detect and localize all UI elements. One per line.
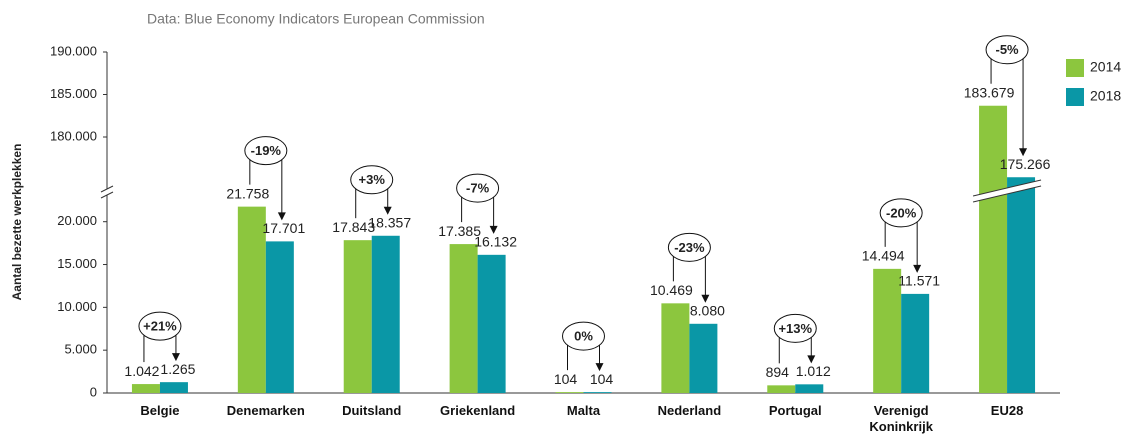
change-arrow: [383, 206, 392, 215]
change-label: -5%: [995, 42, 1019, 57]
change-bubble: [773, 313, 817, 343]
x-tick-label: Malta: [566, 403, 601, 418]
change-arrow: [171, 353, 180, 362]
value-label: 1.042: [124, 363, 159, 379]
y-tick-label: 10.000: [57, 299, 97, 314]
change-bubble: [562, 321, 605, 351]
bar: [343, 240, 372, 393]
value-label: 104: [554, 371, 578, 387]
change-bubble: [138, 311, 182, 341]
axis-break: [100, 191, 114, 199]
value-label: 8.080: [690, 302, 725, 318]
value-label: 894: [766, 364, 790, 380]
change-bubble: [350, 165, 394, 195]
change-label: 0%: [574, 329, 593, 344]
value-label: 14.494: [862, 248, 905, 264]
change-label: -7%: [466, 181, 490, 196]
value-label: 1.012: [796, 363, 831, 379]
y-tick-label: 0: [90, 384, 97, 399]
value-label: 17.385: [438, 223, 481, 239]
x-tick-label: Griekenland: [440, 403, 516, 418]
change-label: -19%: [251, 143, 282, 158]
change-bubble: [667, 232, 711, 262]
value-label: 21.758: [226, 185, 269, 201]
bar: [555, 392, 584, 393]
legend-swatch: [1066, 88, 1084, 106]
bar: [449, 244, 478, 393]
change-bubble: [985, 35, 1029, 65]
change-arrow: [1019, 148, 1028, 157]
bar: [767, 385, 796, 393]
x-tick-label: Nederland: [657, 403, 722, 418]
bar: [873, 268, 902, 393]
change-label: -23%: [674, 240, 705, 255]
bar: [237, 206, 266, 393]
value-label: 175.266: [1000, 156, 1051, 172]
value-label: 183.679: [964, 84, 1015, 100]
x-tick-label: Belgie: [140, 403, 180, 418]
change-bubble: [456, 173, 500, 203]
legend-swatch: [1066, 59, 1084, 77]
y-tick-label: 20.000: [57, 213, 97, 228]
bar-break: [973, 180, 1042, 202]
change-arrow: [595, 363, 604, 372]
bar: [901, 293, 930, 393]
bar: [159, 382, 188, 393]
value-label: 10.469: [650, 282, 693, 298]
bar: [583, 392, 612, 393]
value-label: 104: [590, 371, 614, 387]
bar: [477, 254, 506, 393]
bar: [979, 105, 1008, 393]
value-label: 16.132: [474, 234, 517, 250]
change-bubble: [879, 198, 923, 228]
y-tick-label: 15.000: [57, 256, 97, 271]
value-label: 18.357: [368, 214, 411, 230]
x-tick-label: Portugal: [768, 403, 822, 418]
bar: [1007, 177, 1036, 393]
bar: [371, 235, 400, 393]
x-tick-label: Verenigd Koninkrijk: [869, 403, 933, 434]
change-arrow: [277, 212, 286, 221]
value-label: 17.701: [262, 220, 305, 236]
change-label: +13%: [778, 321, 812, 336]
y-tick-label: 5.000: [64, 342, 97, 357]
bar: [689, 323, 718, 393]
x-tick-label: Duitsland: [342, 403, 402, 418]
change-arrow: [489, 225, 498, 234]
legend-label: 2018: [1090, 88, 1121, 104]
axis-break: [100, 185, 114, 193]
value-label: 17.843: [332, 219, 375, 235]
value-label: 1.265: [160, 361, 195, 377]
chart-subtitle: Data: Blue Economy Indicators European C…: [147, 11, 485, 27]
y-axis-label: Aantal bezette werkplekken: [10, 144, 24, 301]
legend-label: 2014: [1090, 59, 1121, 75]
bar: [661, 303, 690, 393]
y-tick-label: 190.000: [50, 43, 97, 58]
bar-break: [972, 179, 1042, 197]
axis-break-gap: [99, 189, 115, 195]
y-tick-label: 185.000: [50, 86, 97, 101]
change-arrow: [701, 294, 710, 303]
change-arrow: [913, 264, 922, 273]
x-tick-label: EU28: [990, 403, 1024, 418]
y-tick-label: 180.000: [50, 128, 97, 143]
bar: [795, 384, 824, 393]
bar-break: [972, 185, 1042, 203]
change-arrow: [807, 355, 816, 364]
bar: [265, 241, 294, 393]
x-tick-label: Denemarken: [226, 403, 305, 418]
change-label: +21%: [143, 319, 177, 334]
change-label: +3%: [359, 172, 386, 187]
change-label: -20%: [886, 205, 917, 220]
bar: [131, 384, 160, 393]
change-bubble: [244, 136, 288, 166]
value-label: 11.571: [898, 273, 940, 289]
